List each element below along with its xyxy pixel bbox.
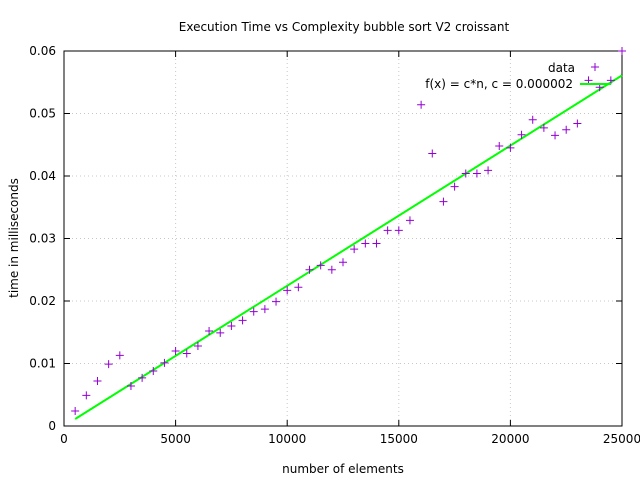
- data-point: [461, 169, 470, 178]
- data-point: [327, 265, 336, 274]
- data-point: [361, 239, 370, 248]
- plot-border: [63, 50, 623, 427]
- y-axis-title: time in milliseconds: [7, 178, 21, 298]
- legend-marker-data: [591, 63, 599, 71]
- x-tick-label: 10000: [268, 432, 306, 446]
- y-tick-label: 0.01: [29, 357, 56, 371]
- data-point: [439, 197, 448, 206]
- data-point: [260, 305, 269, 314]
- data-point: [405, 216, 414, 225]
- data-point: [372, 239, 381, 248]
- data-point: [82, 391, 91, 400]
- legend: data f(x) = c*n, c = 0.000002: [425, 61, 611, 91]
- y-tick-label: 0.03: [29, 232, 56, 246]
- data-point: [93, 377, 102, 385]
- data-point: [350, 245, 359, 254]
- y-tick-label: 0.02: [29, 294, 56, 308]
- x-tick-label: 5000: [160, 432, 191, 446]
- data-point: [383, 226, 392, 235]
- data-point: [182, 349, 191, 358]
- data-point: [126, 382, 135, 390]
- data-point: [417, 100, 426, 109]
- data-point: [138, 373, 147, 382]
- data-point: [450, 182, 459, 191]
- data-layer: [71, 47, 626, 420]
- data-point: [528, 115, 537, 124]
- data-point: [115, 351, 124, 360]
- chart-title: Execution Time vs Complexity bubble sort…: [179, 20, 510, 34]
- data-point: [539, 123, 548, 132]
- y-tick-label: 0.06: [29, 44, 56, 58]
- grid-layer: [64, 51, 622, 426]
- x-tick-label: 15000: [380, 432, 418, 446]
- data-point: [339, 258, 347, 267]
- data-point: [71, 407, 80, 415]
- x-tick-label: 20000: [491, 432, 529, 446]
- data-point: [618, 47, 626, 55]
- data-point: [294, 283, 303, 292]
- data-point: [573, 119, 582, 128]
- x-tick-label: 0: [60, 432, 68, 446]
- data-point: [216, 328, 225, 337]
- data-point: [472, 169, 481, 178]
- data-point: [495, 142, 504, 150]
- data-point: [104, 360, 113, 369]
- data-point: [249, 307, 258, 316]
- data-point: [484, 166, 493, 175]
- data-point: [506, 143, 515, 152]
- legend-label-data: data: [548, 61, 575, 75]
- data-point: [160, 358, 169, 367]
- data-point: [394, 226, 403, 235]
- data-point: [149, 367, 158, 375]
- x-tick-label: 25000: [603, 432, 640, 446]
- data-point: [227, 322, 236, 330]
- ticks-layer: 0 5000 10000 15000 20000 25000 0 0.01 0.02 0.03 0.…: [29, 44, 640, 446]
- fit-line: [74, 74, 623, 420]
- data-point: [517, 130, 526, 139]
- data-point: [193, 342, 202, 350]
- y-tick-label: 0: [48, 419, 56, 433]
- data-point: [562, 125, 571, 134]
- data-point: [283, 286, 292, 295]
- legend-label-fit: f(x) = c*n, c = 0.000002: [425, 77, 573, 91]
- data-point: [428, 149, 437, 158]
- data-point: [316, 261, 325, 270]
- data-point: [205, 327, 214, 335]
- y-tick-label: 0.05: [29, 107, 56, 121]
- data-point: [238, 316, 247, 325]
- data-point: [305, 265, 314, 274]
- data-point: [272, 297, 281, 306]
- data-point: [551, 131, 560, 140]
- y-tick-label: 0.04: [29, 169, 56, 183]
- data-point: [171, 347, 180, 355]
- x-axis-title: number of elements: [282, 462, 404, 476]
